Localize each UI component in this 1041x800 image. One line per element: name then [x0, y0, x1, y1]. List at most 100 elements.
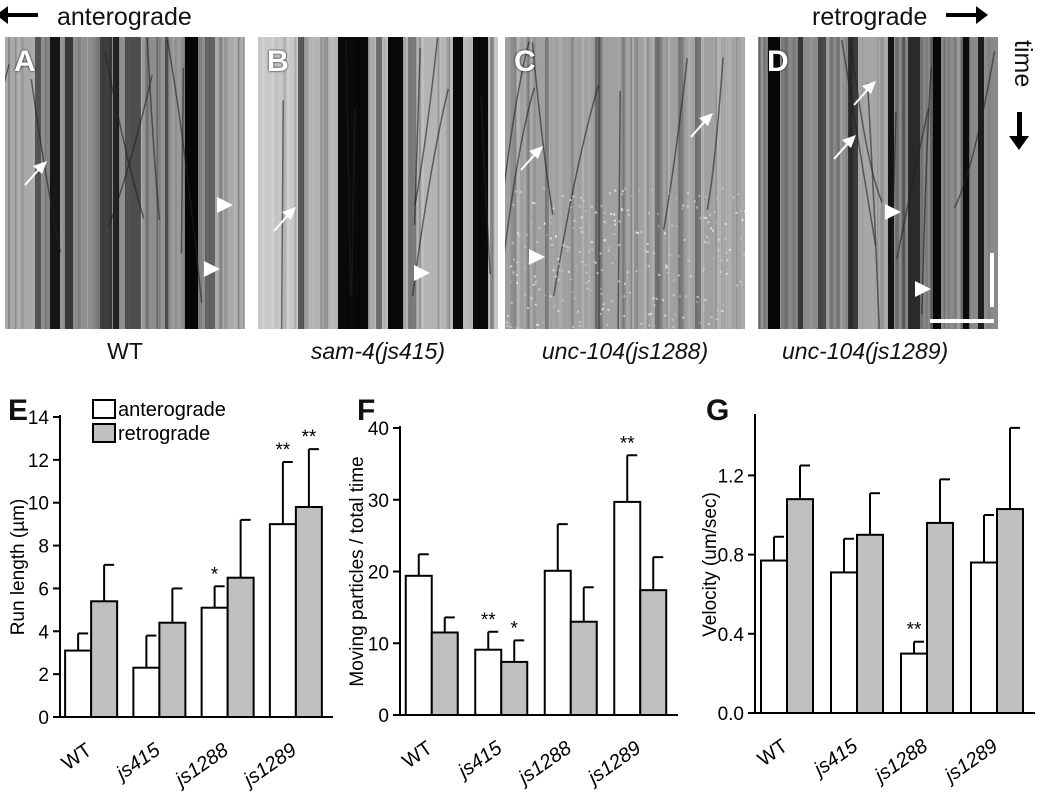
kymograph-moving-track	[166, 40, 203, 303]
kymograph-streak	[809, 37, 814, 329]
kymograph-streak	[93, 37, 97, 329]
kymograph-noise	[672, 279, 675, 282]
kymograph-moving-track	[706, 57, 724, 210]
kymograph-moving-track	[30, 79, 62, 253]
kymograph-streak	[781, 37, 784, 329]
kymograph-noise	[623, 315, 626, 317]
kymograph-streak	[530, 37, 534, 329]
kymograph-noise	[511, 241, 514, 244]
bar-retrograde	[500, 660, 529, 716]
kymograph-moving-track	[107, 74, 153, 227]
right-arrow-icon	[946, 6, 989, 25]
kymograph-streak	[81, 37, 83, 329]
kymograph-noise	[600, 205, 603, 208]
kymograph-streak	[321, 37, 323, 329]
kymograph-streak	[793, 37, 797, 329]
kymograph-noise	[581, 261, 584, 264]
kymograph-streak	[409, 37, 413, 329]
kymograph-moving-track	[840, 39, 877, 246]
kymograph-noise	[613, 233, 616, 236]
kymograph-noise	[726, 259, 729, 262]
kymograph-streak	[96, 37, 100, 329]
kymograph-noise	[704, 298, 707, 301]
kymograph-streak	[383, 37, 388, 329]
kymograph-streak	[957, 37, 961, 329]
retrograde-label: retrograde	[812, 3, 928, 31]
kymograph-moving-track	[953, 51, 996, 209]
bar-anterograde	[900, 652, 928, 715]
kymograph-streak	[716, 37, 719, 329]
kymograph-noise	[668, 192, 671, 195]
kymograph-streak	[172, 37, 175, 329]
arrowhead-icon	[217, 197, 233, 213]
kymograph-stationary-track	[818, 37, 826, 329]
y-axis-label: Moving particles / total time	[347, 456, 368, 686]
panel-letter-a: A	[14, 45, 36, 78]
kymograph-noise	[635, 231, 638, 234]
kymograph-streak	[862, 37, 864, 329]
kymograph-streak	[331, 37, 334, 329]
kymograph-noise	[571, 290, 574, 293]
retrograde-header: retrograde	[812, 3, 989, 31]
kymograph-noise	[739, 209, 742, 212]
kymograph-noise	[608, 192, 611, 195]
kymograph-noise	[687, 191, 689, 194]
panel-letter-f: F	[357, 394, 376, 427]
kymograph-streak	[826, 37, 830, 329]
kymograph-noise	[519, 327, 522, 329]
kymograph-streak	[283, 37, 287, 329]
kymograph-streak	[785, 37, 789, 329]
kymograph-noise	[707, 221, 710, 224]
kymograph-streak	[143, 37, 145, 329]
kymograph-noise	[740, 237, 743, 240]
kymograph-streak	[6, 37, 8, 329]
legend-label: retrograde	[118, 423, 210, 445]
kymograph-streak	[47, 37, 49, 329]
kymograph-stationary-track	[768, 37, 780, 329]
kymograph-streak	[719, 37, 721, 329]
kymograph-streak	[33, 37, 37, 329]
kymograph-streak	[840, 37, 844, 329]
kymograph-noise	[567, 246, 570, 249]
kymograph-noise	[594, 261, 597, 264]
kymograph-stationary-track	[963, 37, 969, 329]
kymograph-noise	[716, 255, 719, 258]
panel-letter-d: D	[767, 45, 789, 78]
kymograph-streak	[311, 37, 314, 329]
kymograph-streak	[836, 37, 840, 329]
y-axis-label: Velocity (um/sec)	[700, 492, 721, 637]
kymograph-noise	[671, 224, 674, 227]
kymograph-noise	[621, 190, 624, 193]
kymograph-noise	[552, 269, 555, 272]
kymograph-noise	[590, 205, 593, 208]
kymograph-noise	[704, 196, 707, 199]
kymograph-streak	[836, 37, 838, 329]
kymograph-noise	[657, 213, 660, 216]
x-tick-label: WT	[58, 739, 96, 775]
kymograph-streak	[840, 37, 845, 329]
kymograph-streak	[679, 37, 684, 329]
kymograph-stationary-track	[595, 37, 600, 329]
kymograph-noise	[604, 239, 607, 241]
kymograph-noise	[710, 316, 713, 319]
kymograph-streak	[515, 37, 517, 329]
kymograph-noise	[620, 208, 623, 211]
kymograph-noise	[695, 301, 698, 304]
kymograph-streak	[880, 37, 884, 329]
kymograph-streak	[741, 37, 743, 329]
bar-retrograde	[856, 533, 884, 714]
kymograph-noise	[610, 213, 613, 215]
kymograph-streak	[140, 37, 142, 329]
kymograph-noise	[704, 241, 707, 244]
kymograph-streak	[987, 37, 991, 329]
kymograph-noise	[599, 312, 602, 315]
kymograph-noise	[666, 271, 669, 274]
significance-mark: **	[275, 440, 290, 461]
kymograph-streak	[758, 37, 761, 329]
kymograph-streak	[740, 37, 744, 329]
kymograph-noise	[561, 299, 564, 302]
kymograph-noise	[518, 235, 521, 238]
kymograph-streak	[679, 37, 682, 329]
y-tick-label: 4	[38, 622, 49, 643]
kymograph-streak	[687, 37, 691, 329]
